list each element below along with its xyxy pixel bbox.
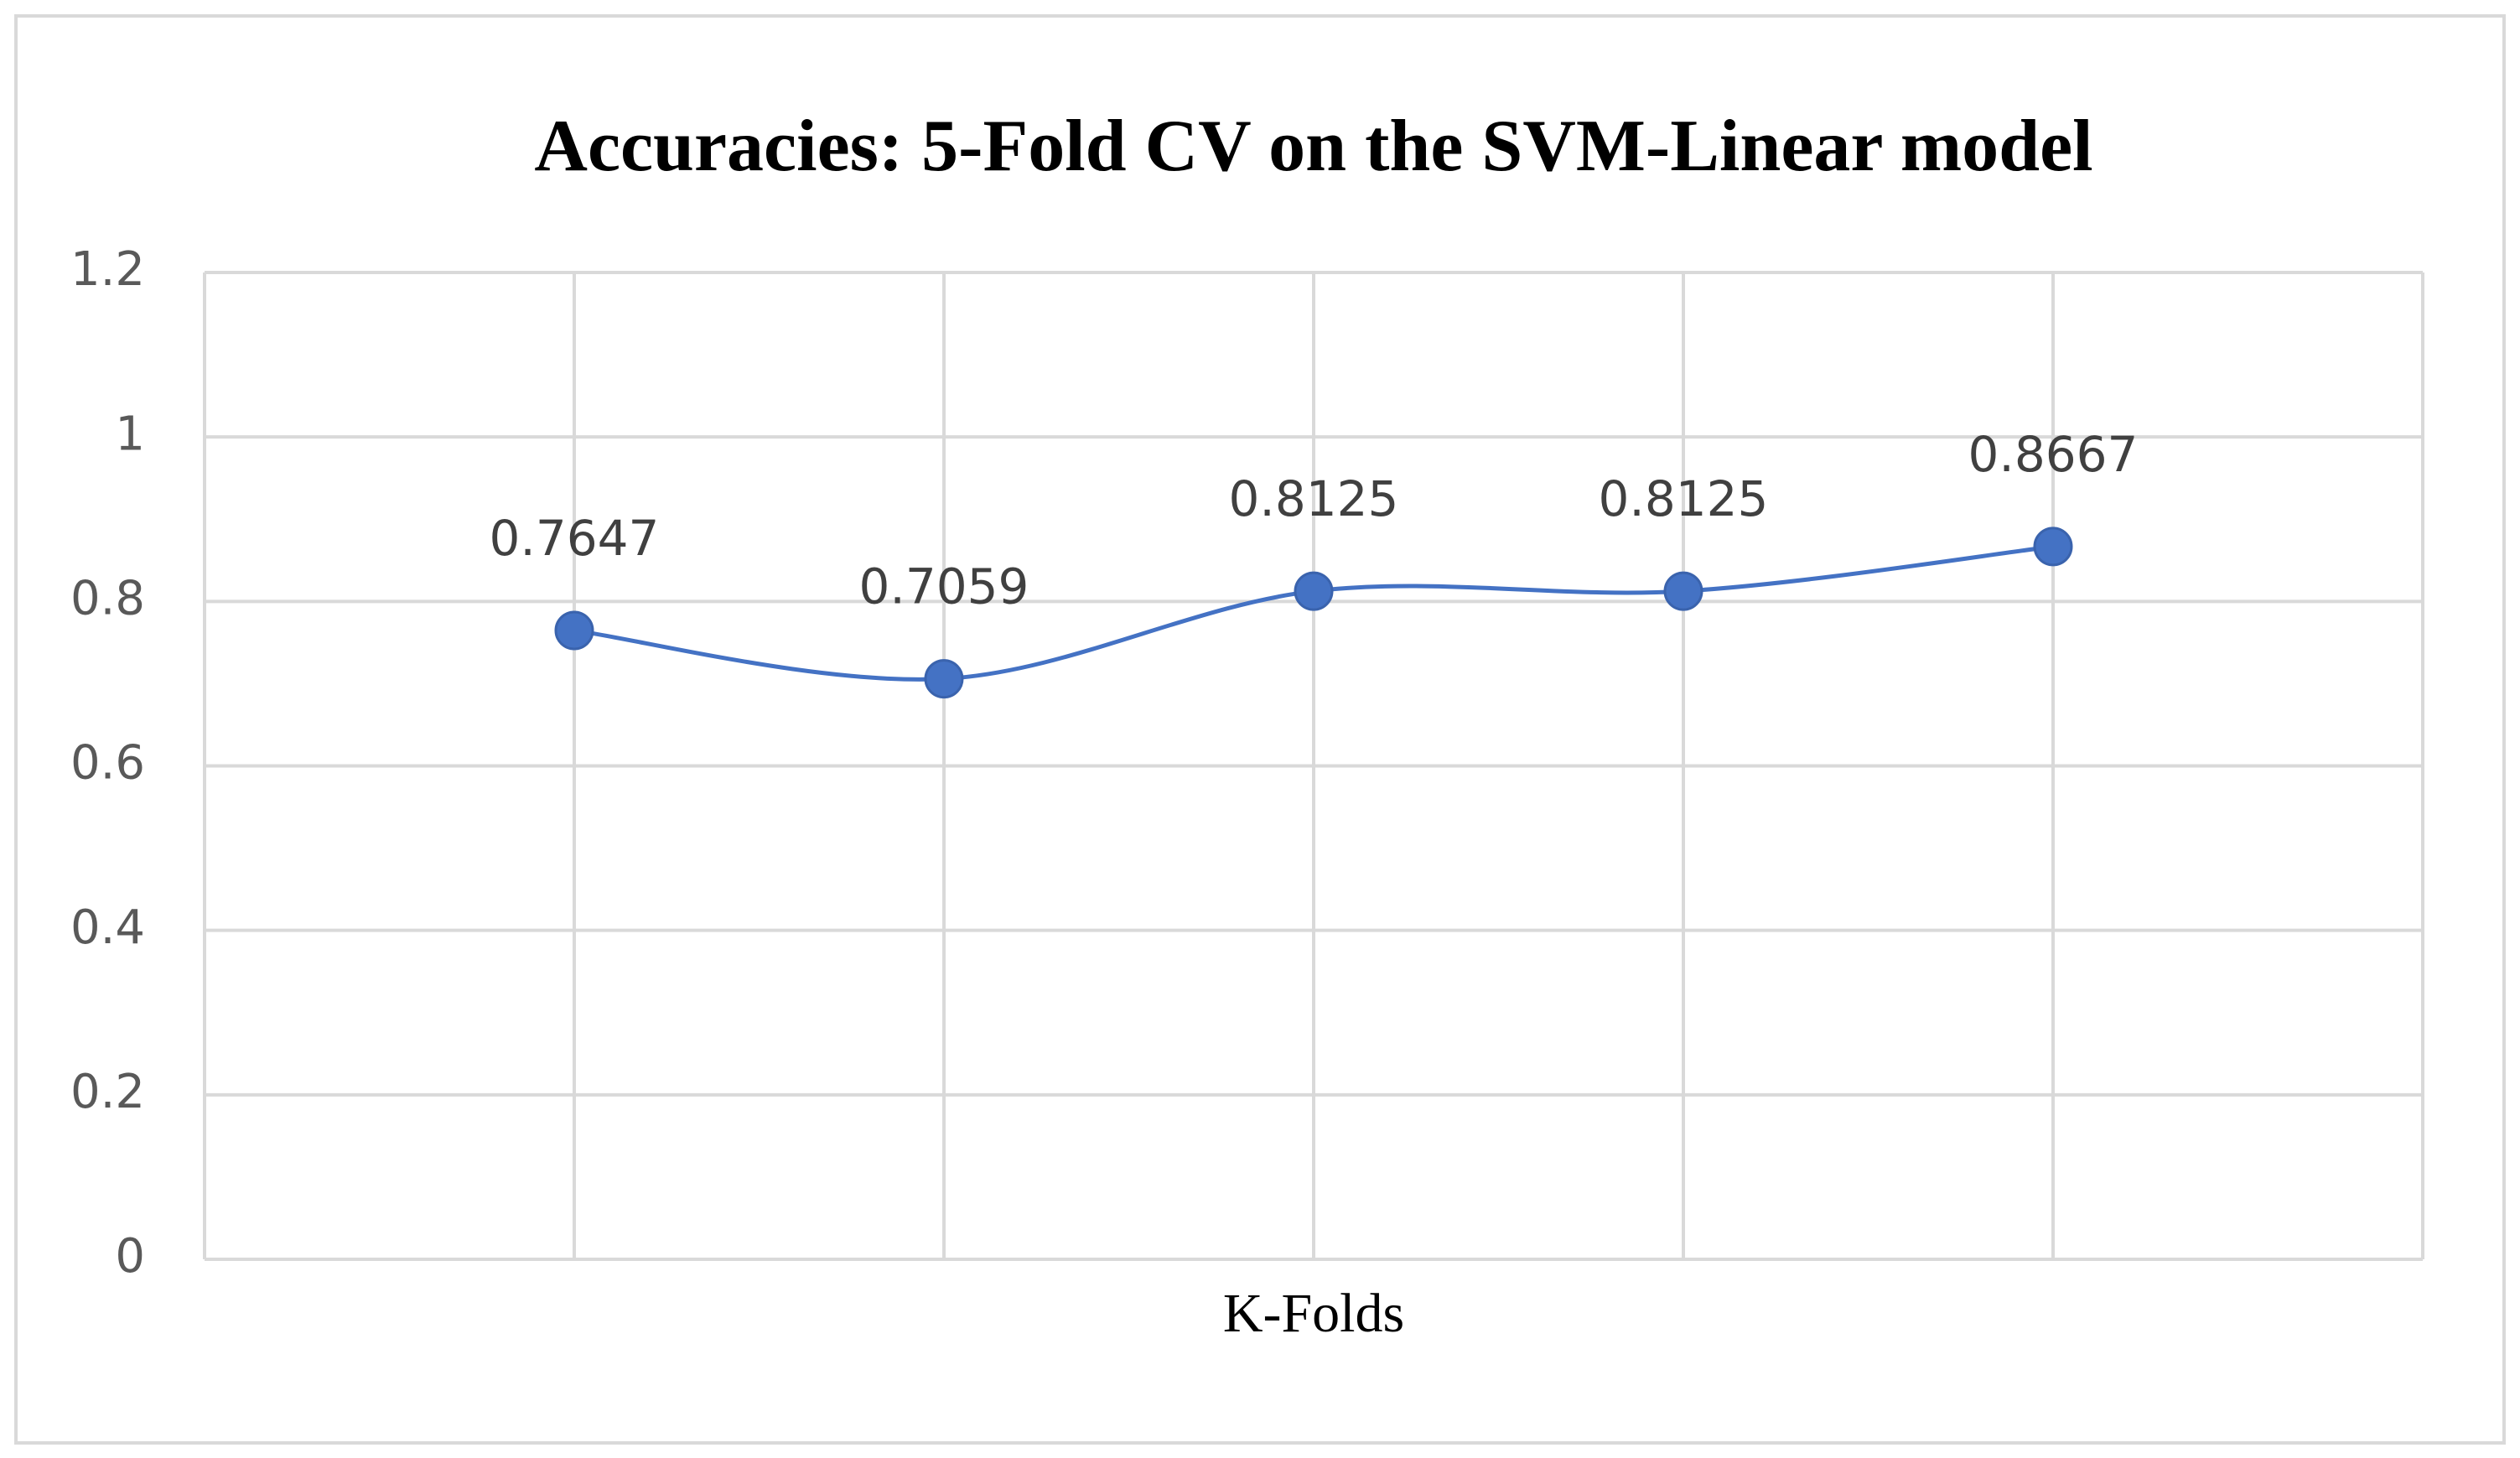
marker	[2033, 527, 2073, 567]
chart-border	[14, 14, 2506, 1445]
marker	[1294, 571, 1334, 611]
chart-title: Accuracies: 5-Fold CV on the SVM-Linear …	[534, 106, 2092, 187]
y-tick-label: 0	[115, 1229, 145, 1284]
marker	[1663, 571, 1703, 611]
data-label: 0.7647	[490, 510, 660, 567]
y-tick-label: 1.2	[70, 242, 145, 297]
marker	[554, 610, 594, 651]
marker	[924, 659, 964, 699]
y-tick-label: 1	[115, 407, 145, 461]
y-tick-label: 0.8	[70, 571, 145, 625]
x-axis-title: K-Folds	[1223, 1283, 1404, 1344]
y-tick-label: 0.6	[70, 736, 145, 791]
y-tick-label: 0.2	[70, 1065, 145, 1119]
data-label: 0.8667	[1968, 426, 2139, 483]
data-label: 0.7059	[859, 558, 1029, 615]
data-label: 0.8125	[1599, 470, 1769, 527]
y-tick-label: 0.4	[70, 900, 145, 955]
data-label: 0.8125	[1229, 470, 1399, 527]
